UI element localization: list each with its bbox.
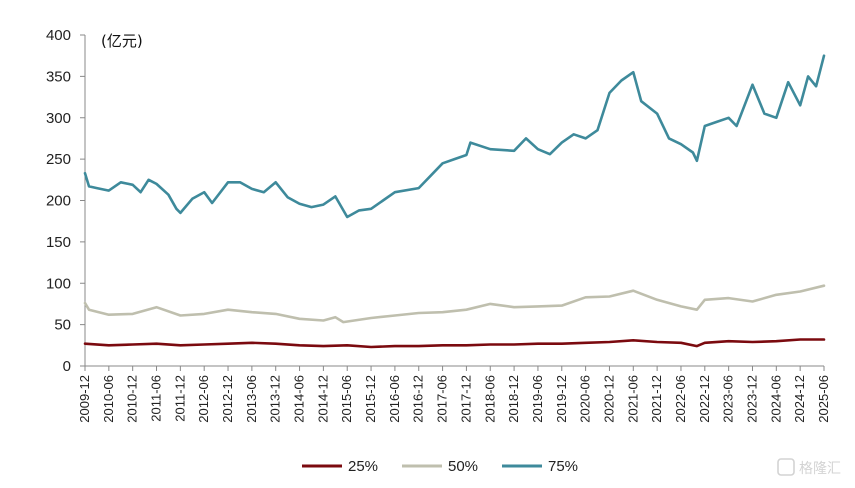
x-tick-label: 2015-06	[339, 375, 354, 423]
x-tick-label: 2018-12	[506, 375, 521, 423]
legend-label: 25%	[348, 458, 378, 475]
y-tick-label: 100	[46, 275, 71, 292]
x-tick-label: 2017-12	[458, 375, 473, 423]
x-tick-label: 2021-12	[649, 375, 664, 423]
x-tick-label: 2019-12	[554, 375, 569, 423]
watermark-text: 格隆汇	[799, 461, 841, 477]
x-tick-label: 2009-12	[77, 375, 92, 423]
x-tick-label: 2024-12	[792, 375, 807, 423]
series-line-1	[83, 284, 826, 324]
x-tick-label: 2014-12	[315, 375, 330, 423]
x-tick-label: 2012-12	[220, 375, 235, 423]
x-tick-label: 2011-06	[149, 375, 164, 422]
x-tick-label: 2011-12	[172, 375, 187, 422]
x-tick-label: 2023-12	[744, 375, 759, 423]
x-tick-label: 2021-06	[625, 375, 640, 423]
x-tick-label: 2024-06	[768, 375, 783, 423]
y-tick-label: 300	[46, 110, 71, 127]
unit-label: (亿元)	[101, 32, 143, 50]
x-tick-label: 2020-12	[601, 375, 616, 423]
legend-label: 75%	[548, 458, 578, 475]
x-tick-label: 2025-06	[816, 375, 831, 423]
series-line-0	[83, 338, 826, 349]
y-tick-label: 250	[46, 151, 71, 168]
x-tick-label: 2020-06	[578, 375, 593, 423]
y-axis: 0 50 100 150 200 250 300 350 400	[46, 27, 86, 375]
x-tick-label: 2018-06	[482, 375, 497, 423]
x-tick-label: 2010-06	[101, 375, 116, 423]
x-tick-label: 2017-06	[435, 375, 450, 423]
legend-label: 50%	[448, 458, 478, 475]
x-axis: 2009-12 2010-06 2010-12 2011-06 2011-12 2012-…	[77, 365, 831, 423]
x-tick-label: 2010-12	[125, 375, 140, 423]
x-tick-label: 2012-06	[196, 375, 211, 423]
x-tick-label: 2015-12	[363, 375, 378, 423]
watermark: 格隆汇	[777, 458, 841, 477]
y-tick-label: 0	[63, 358, 71, 375]
legend: 25% 50% 75%	[302, 458, 578, 475]
series-layer	[83, 54, 826, 349]
y-tick-label: 200	[46, 193, 71, 210]
y-tick-label: 400	[46, 27, 71, 44]
x-tick-label: 2023-06	[721, 375, 736, 423]
y-tick-label: 50	[54, 317, 71, 334]
x-tick-label: 2016-06	[387, 375, 402, 423]
y-tick-label: 150	[46, 234, 71, 251]
x-tick-label: 2022-12	[697, 375, 712, 423]
x-tick-label: 2014-06	[292, 375, 307, 423]
x-tick-label: 2013-06	[244, 375, 259, 423]
x-tick-label: 2019-06	[530, 375, 545, 423]
x-tick-label: 2013-12	[268, 375, 283, 423]
x-tick-label: 2022-06	[673, 375, 688, 423]
x-tick-label: 2016-12	[411, 375, 426, 423]
series-line-2	[83, 54, 826, 219]
y-tick-label: 350	[46, 68, 71, 85]
watermark-logo-icon	[777, 458, 795, 476]
